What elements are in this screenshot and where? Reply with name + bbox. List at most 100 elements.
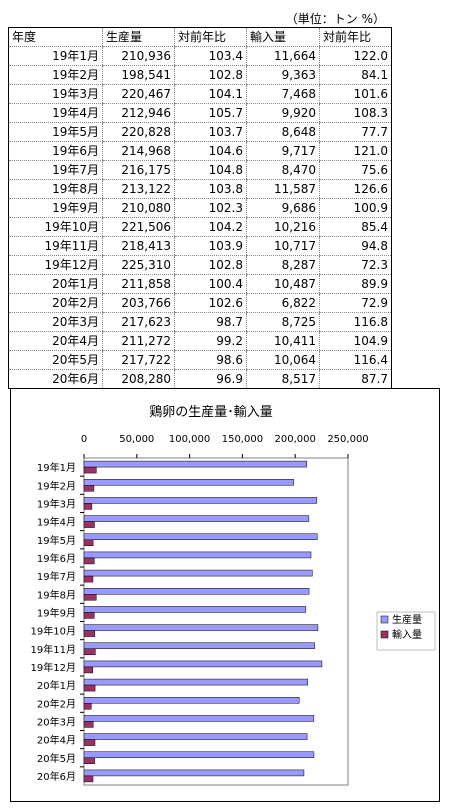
table-cell: 104.8 [174,160,247,180]
row-label-cell: 20年5月 [8,350,103,370]
table-cell: 102.6 [174,293,247,313]
y-tick-label: 19年2月 [37,479,76,492]
table-cell: 221,506 [102,217,175,237]
table-cell: 99.2 [174,331,247,351]
table-cell: 6,822 [246,293,320,313]
table-cell: 225,310 [102,255,175,275]
table-cell: 217,722 [102,350,175,370]
table-cell: 11,587 [246,179,320,199]
bar-import [83,739,96,746]
row-label-cell: 20年4月 [8,331,103,351]
table-row: 19年3月 220,467 104.1 7,468 101.6 [8,84,392,104]
table-row: 19年5月 220,828 103.7 8,648 77.7 [8,122,392,142]
table-cell: 210,936 [102,46,175,66]
x-tick-label: 50,000 [119,434,154,445]
row-label-cell: 19年6月 [8,141,103,161]
table-cell: 104.9 [319,331,392,351]
table-header-row: 年度 生産量 対前年比 輸入量 対前年比 [8,27,392,47]
y-tick-label: 19年8月 [37,588,76,601]
plot-area [83,457,349,786]
bar-import [83,721,94,728]
bar-import [83,485,95,492]
y-tick-label: 20年2月 [37,697,76,710]
row-label-cell: 19年9月 [8,198,103,218]
y-tick-label: 19年10月 [31,625,76,638]
bar-production [83,551,312,559]
table-cell: 210,080 [102,198,175,218]
table-cell: 121.0 [319,141,392,161]
bar-production [83,606,307,613]
y-tick-label: 19年3月 [37,497,76,510]
y-tick-label: 20年5月 [37,752,76,765]
table-cell: 77.7 [319,122,392,142]
table-cell: 101.6 [319,84,392,104]
column-header: 対前年比 [174,27,247,47]
bar-import [83,648,96,655]
bar-import [83,666,94,674]
bar-production [83,460,307,468]
y-tick-label: 19年7月 [37,570,76,583]
table-row: 20年5月 217,722 98.6 10,064 116.4 [8,350,392,370]
table-cell: 7,468 [246,84,320,104]
bar-production [83,624,319,631]
x-tick-label: 0 [81,434,87,445]
table-row: 19年6月 214,968 104.6 9,717 121.0 [8,141,392,161]
legend-label: 生産量 [392,613,422,626]
x-tick-label: 150,000 [222,434,263,445]
table-cell: 10,411 [246,331,320,351]
table-cell: 108.3 [319,103,392,123]
column-header: 年度 [8,27,103,47]
table-cell: 9,686 [246,198,320,218]
x-tick-label: 250,000 [327,434,368,445]
table-cell: 72.3 [319,255,392,275]
row-label-cell: 19年7月 [8,160,103,180]
bar-production [83,642,315,649]
y-tick-label: 19年6月 [37,552,76,565]
table-cell: 103.4 [174,46,247,66]
bar-import [83,684,96,692]
table-cell: 8,517 [246,369,320,389]
table-row: 19年12月 225,310 102.8 8,287 72.3 [8,255,392,275]
table-cell: 87.7 [319,369,392,389]
unit-row: （単位：トン %） [8,8,393,27]
bar-import [83,775,94,783]
table-cell: 8,470 [246,160,320,180]
bar-import [83,521,95,528]
table-row: 19年10月 221,506 104.2 10,216 85.4 [8,217,392,237]
table-cell: 98.6 [174,350,247,370]
data-table-section: （単位：トン %） 年度 生産量 対前年比 輸入量 対前年比 19年1月 210,936 10… [8,8,393,389]
y-tick-label: 20年4月 [37,734,76,747]
table-cell: 104.1 [174,84,247,104]
table-cell: 72.9 [319,293,392,313]
legend-swatch [380,615,389,624]
table-row: 20年3月 217,623 98.7 8,725 116.8 [8,312,392,332]
table-cell: 102.8 [174,65,247,85]
table-cell: 217,623 [102,312,175,332]
table-cell: 89.9 [319,274,392,294]
bar-production [83,497,318,504]
table-cell: 103.9 [174,236,247,256]
table-row: 19年1月 210,936 103.4 11,664 122.0 [8,46,392,66]
x-tick-label: 200,000 [275,434,316,445]
table-cell: 9,363 [246,65,320,85]
bar-import [83,630,96,637]
bar-production [83,479,294,486]
table-cell: 203,766 [102,293,175,313]
table-cell: 116.4 [319,350,392,370]
bar-production [83,715,315,722]
row-label-cell: 20年1月 [8,274,103,294]
table-cell: 10,717 [246,236,320,256]
table-cell: 211,858 [102,274,175,294]
unit-label: （単位：トン %） [285,12,385,26]
bar-import [83,557,95,565]
row-label-cell: 19年10月 [8,217,103,237]
table-cell: 100.4 [174,274,247,294]
data-table: 年度 生産量 対前年比 輸入量 対前年比 19年1月 210,936 103.4 11,664 1… [8,27,392,389]
row-label-cell: 19年8月 [8,179,103,199]
column-header: 生産量 [102,27,175,47]
table-row: 19年11月 218,413 103.9 10,717 94.8 [8,236,392,256]
y-tick-label: 20年3月 [37,715,76,728]
table-row: 20年6月 208,280 96.9 8,517 87.7 [8,369,392,389]
row-label-cell: 19年5月 [8,122,103,142]
table-cell: 100.9 [319,198,392,218]
